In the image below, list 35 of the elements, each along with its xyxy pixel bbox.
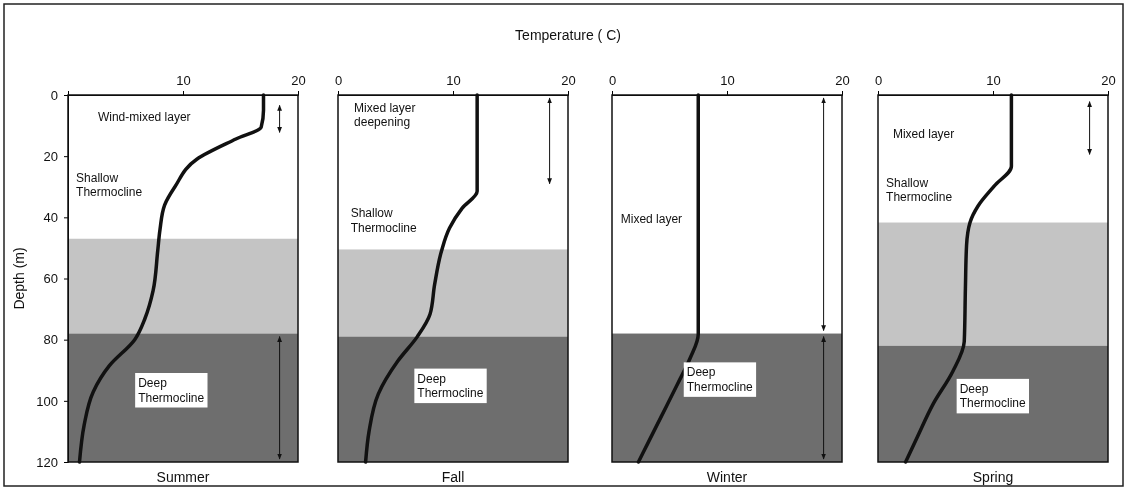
y-tick-label: 100 bbox=[36, 393, 58, 409]
y-axis-title: Depth (m) bbox=[11, 247, 27, 310]
text: Spring bbox=[972, 469, 1014, 485]
annotation: Deep Thermocline bbox=[417, 371, 484, 401]
annotation: Deep Thermocline bbox=[959, 381, 1026, 411]
x-tick-label: 0 bbox=[874, 73, 883, 88]
annotation: Shallow Thermocline bbox=[350, 206, 417, 235]
x-tick-label: 0 bbox=[608, 73, 617, 88]
text: Fall bbox=[441, 469, 465, 485]
annotation: Deep Thermocline bbox=[686, 365, 754, 394]
y-tick-label: 80 bbox=[43, 332, 58, 348]
x-tick-label: 20 bbox=[1101, 73, 1116, 88]
x-tick-label: 20 bbox=[561, 73, 576, 88]
annotation: Shallow Thermocline bbox=[886, 175, 953, 205]
text: Winter bbox=[706, 469, 748, 485]
x-tick-label: 20 bbox=[291, 73, 306, 88]
x-tick-label: 20 bbox=[835, 73, 850, 88]
x-tick-label: 10 bbox=[446, 73, 461, 88]
annotation: Shallow Thermocline bbox=[76, 170, 143, 200]
text: Summer bbox=[156, 469, 210, 485]
x-axis-title: Temperature ( C) bbox=[515, 27, 621, 43]
y-tick-label: 120 bbox=[36, 454, 58, 470]
annotation: Mixed layer bbox=[892, 126, 955, 141]
x-tick-label: 10 bbox=[176, 73, 191, 88]
annotation: Mixed layer bbox=[620, 211, 683, 226]
annotation: Wind-mixed layer bbox=[97, 110, 191, 125]
annotation: Deep Thermocline bbox=[138, 376, 205, 405]
x-tick-label: 10 bbox=[720, 73, 735, 88]
y-tick-label: 40 bbox=[43, 209, 58, 225]
annotation: Mixed layer deepening bbox=[354, 100, 416, 130]
y-tick-label: 20 bbox=[43, 148, 58, 164]
y-tick-label: 0 bbox=[50, 87, 58, 103]
x-tick-label: 0 bbox=[334, 73, 343, 88]
y-tick-label: 60 bbox=[43, 271, 58, 287]
x-tick-label: 10 bbox=[986, 73, 1001, 88]
